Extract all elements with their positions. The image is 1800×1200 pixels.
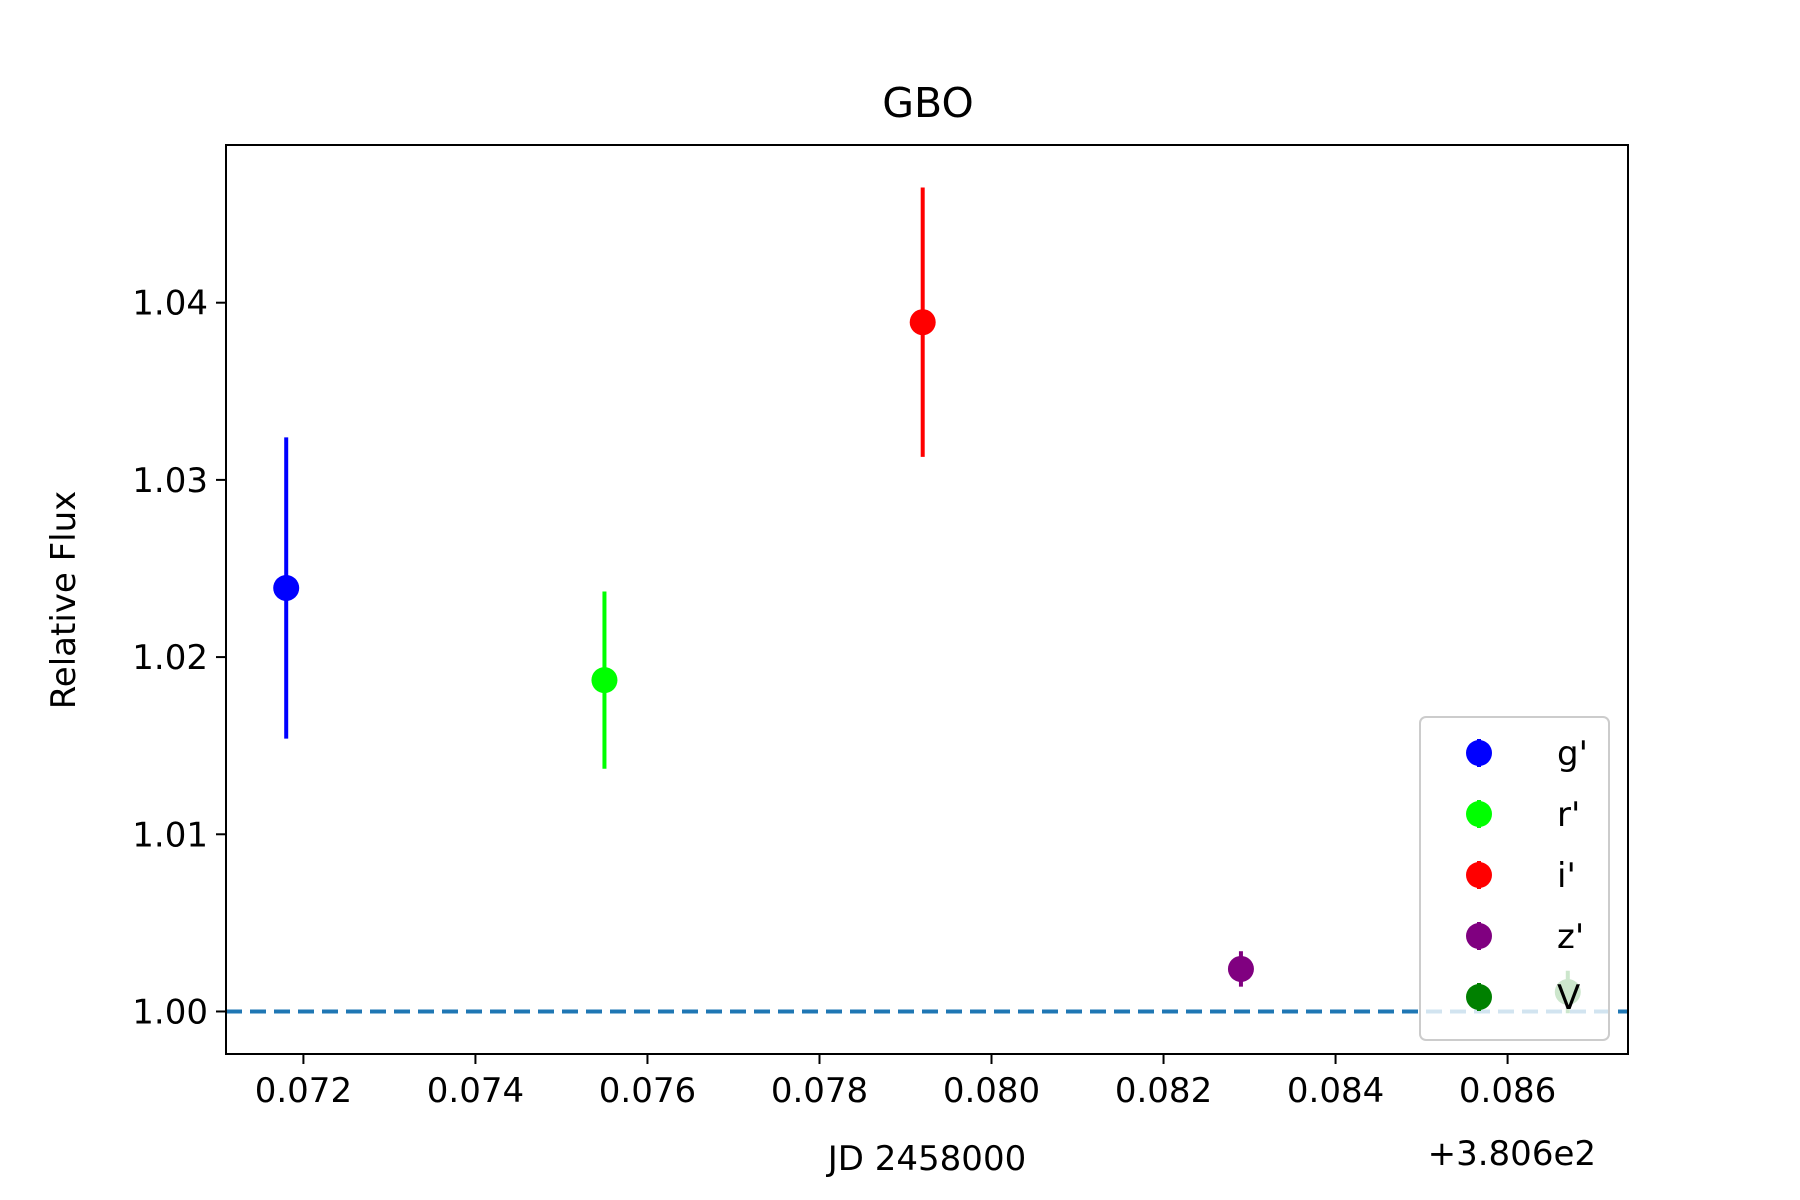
data-point	[591, 667, 618, 694]
y-tick-label: 1.02	[132, 638, 208, 678]
data-point	[273, 574, 300, 601]
legend-box	[1419, 716, 1610, 1041]
legend-label: z'	[1557, 917, 1584, 957]
y-tick-label: 1.03	[132, 461, 208, 501]
x-tick-label: 0.080	[943, 1071, 1040, 1111]
y-axis-label: Relative Flux	[44, 491, 84, 710]
x-axis-label: JD 2458000	[826, 1139, 1026, 1179]
x-tick-label: 0.074	[427, 1071, 524, 1111]
plot-frame	[225, 144, 1629, 1055]
x-tick-label: 0.084	[1287, 1071, 1384, 1111]
y-axis: 1.00 1.01 1.02 1.03 1.04	[132, 284, 226, 1032]
x-axis: 0.072 0.074 0.076 0.078 0.080 0.082 0.084 0.086	[255, 1054, 1556, 1111]
legend-marker	[1466, 740, 1492, 766]
legend-label: r'	[1557, 795, 1580, 835]
y-tick-label: 1.00	[132, 992, 208, 1032]
x-tick-label: 0.082	[1115, 1071, 1212, 1111]
x-offset-label: +3.806e2	[1428, 1134, 1596, 1174]
data-point	[909, 309, 936, 336]
x-tick-label: 0.076	[599, 1071, 696, 1111]
x-tick-label: 0.086	[1459, 1071, 1556, 1111]
x-tick-label: 0.078	[771, 1071, 868, 1111]
y-tick-label: 1.01	[132, 815, 208, 855]
legend-marker	[1466, 862, 1492, 888]
legend-label: g'	[1557, 734, 1588, 774]
legend-label: i'	[1557, 856, 1576, 896]
legend-marker	[1466, 923, 1492, 949]
legend: g' r' i' z' V	[1419, 716, 1610, 1041]
legend-label: V	[1557, 978, 1580, 1018]
legend-marker	[1466, 984, 1492, 1010]
y-tick-label: 1.04	[132, 284, 208, 324]
legend-marker	[1466, 801, 1492, 827]
x-tick-label: 0.072	[255, 1071, 352, 1111]
data-point	[1227, 955, 1254, 982]
chart-title: GBO	[882, 79, 973, 127]
